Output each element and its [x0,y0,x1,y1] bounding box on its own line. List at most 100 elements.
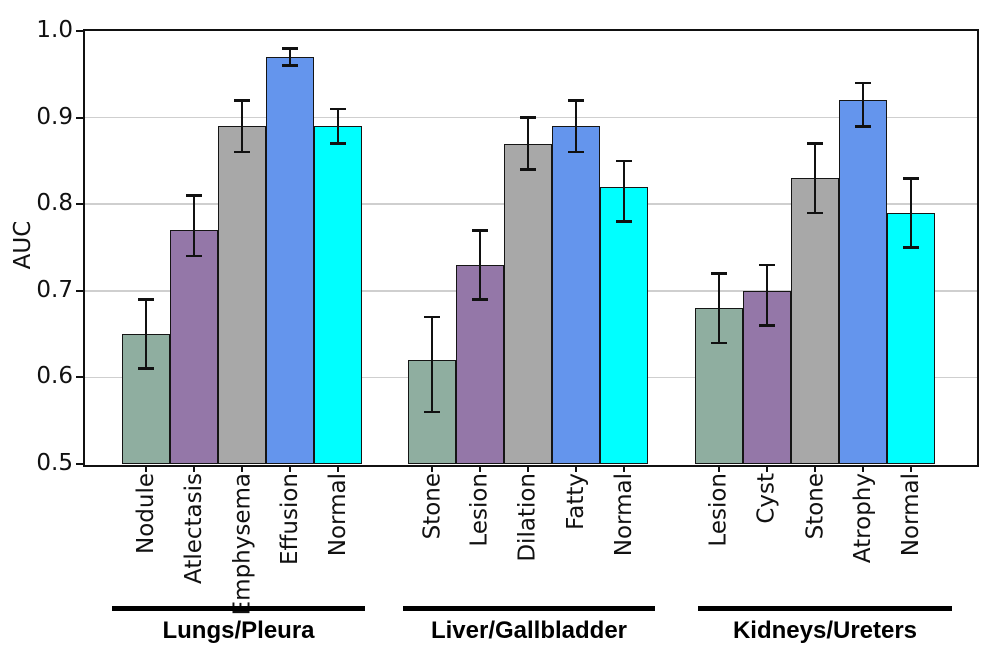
error-bar-cap-bottom [520,168,536,171]
error-bar-cap-bottom [330,142,346,145]
x-tick [575,465,577,472]
y-tick-label: 0.9 [36,103,73,130]
error-bar-line [814,143,816,213]
group-underline [403,606,655,611]
x-tick [337,465,339,472]
error-bar-line [479,230,481,300]
error-bar-line [910,178,912,248]
x-tick-label: Atlectasis [181,473,207,585]
error-bar-line [718,273,720,343]
error-bar-line [337,108,339,144]
bar-fatty [552,126,600,464]
error-bar-cap-top [616,159,632,163]
x-tick [431,465,433,472]
bar-normal [887,212,935,464]
x-tick-label: Normal [611,473,637,557]
y-axis-label: AUC [10,220,36,270]
error-bar-line [623,160,625,222]
error-bar-cap-bottom [855,125,871,128]
group-title: Kidneys/Ureters [732,617,918,644]
error-bar-cap-top [282,47,298,50]
y-tick [76,376,84,379]
group-underline [112,606,365,611]
error-bar-cap-top [234,99,250,102]
plot-frame [83,29,979,467]
y-tick-label: 0.5 [36,450,73,476]
error-bar-cap-bottom [282,64,298,67]
x-tick [910,465,912,472]
error-bar-cap-bottom [472,298,488,301]
bar-emphysema [218,126,266,464]
error-bar-cap-top [759,263,775,267]
y-tick-label: 0.8 [36,190,73,217]
x-tick-label: Emphysema [229,473,255,616]
x-tick-label: Atrophy [850,473,876,564]
x-tick-label: Effusion [277,473,303,565]
error-bar-line [193,195,195,257]
error-bar-cap-bottom [759,324,775,327]
x-tick [241,465,243,472]
x-tick-label: Nodule [133,473,159,554]
error-bar-cap-bottom [138,367,154,370]
x-tick [862,465,864,472]
x-tick-label: Fatty [563,473,589,530]
y-tick [76,116,84,119]
error-bar-cap-bottom [903,246,919,249]
bar-atrophy [839,100,887,464]
error-bar-line [431,316,433,413]
x-tick-label: Lesion [706,473,732,547]
x-tick-label: Normal [898,473,924,557]
error-bar-cap-top [186,194,202,197]
x-tick [766,465,768,472]
error-bar-line [289,48,291,66]
x-tick-label: Lesion [467,473,493,547]
error-bar-line [241,100,243,153]
y-tick-label: 0.7 [36,276,73,303]
error-bar-cap-bottom [424,410,440,414]
x-tick [814,465,816,472]
group-title: Liver/Gallbladder [430,617,628,644]
error-bar-line [527,117,529,170]
error-bar-line [766,264,768,326]
error-bar-cap-top [568,99,584,102]
x-tick [193,465,195,472]
error-bar-line [145,299,147,369]
group-title: Lungs/Pleura [162,617,315,644]
x-tick-label: Cyst [754,473,780,524]
error-bar-cap-top [711,272,727,275]
error-bar-cap-bottom [568,150,584,154]
x-tick-label: Normal [325,473,351,557]
error-bar-cap-top [520,116,536,119]
bar-normal [314,126,362,464]
y-tick [76,463,84,465]
bar-effusion [266,57,314,464]
error-bar-line [575,100,577,153]
x-tick [479,465,481,472]
error-bar-cap-top [807,142,823,145]
error-bar-line [862,83,864,127]
bar-dilation [504,143,552,464]
error-bar-cap-bottom [186,254,202,258]
error-bar-cap-top [855,81,871,85]
x-tick [623,465,625,472]
error-bar-cap-bottom [711,341,727,344]
error-bar-cap-top [472,229,488,232]
x-tick [527,465,529,472]
y-tick-label: 1.0 [36,17,73,43]
error-bar-cap-bottom [807,211,823,215]
error-bar-cap-bottom [234,150,250,154]
group-underline [698,606,952,611]
error-bar-cap-top [903,177,919,180]
bar-normal [600,186,648,464]
x-tick-label: Stone [802,473,828,540]
x-tick-label: Stone [419,473,445,540]
y-tick [76,203,84,206]
error-bar-cap-bottom [616,220,632,223]
error-bar-cap-top [138,298,154,301]
x-tick [145,465,147,472]
y-tick-label: 0.6 [36,363,73,390]
y-tick [76,30,84,32]
x-tick [289,465,291,472]
bar-stone [791,178,839,464]
